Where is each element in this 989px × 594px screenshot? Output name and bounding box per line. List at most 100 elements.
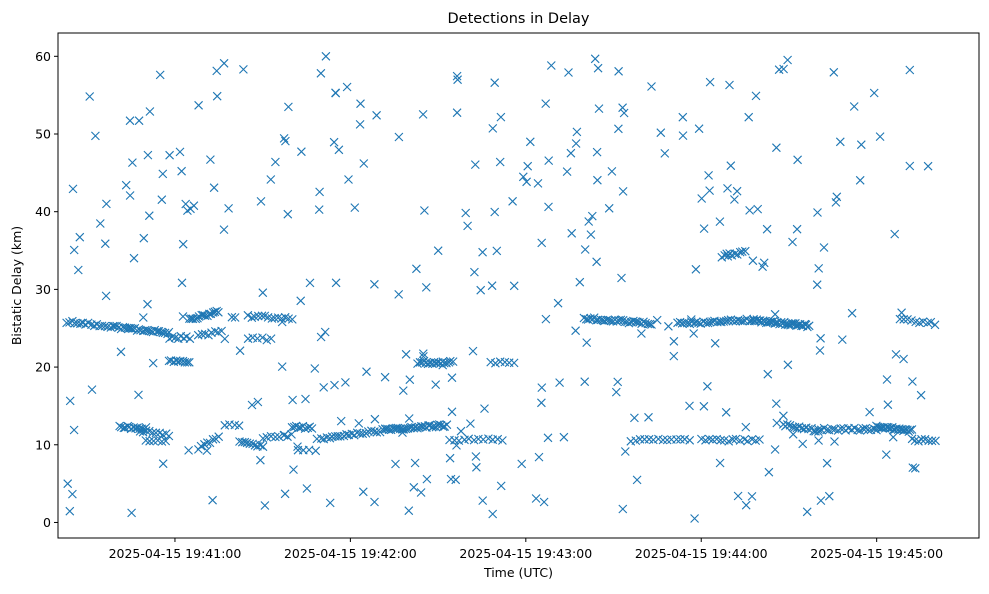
data-point [442, 420, 452, 430]
data-point [431, 380, 441, 389]
y-tick-label: 30 [35, 282, 51, 297]
data-point [448, 357, 458, 366]
data-point [69, 425, 79, 435]
data-point [433, 246, 443, 256]
data-point [134, 390, 143, 400]
data-point [145, 436, 154, 446]
data-point [208, 434, 218, 444]
data-point [715, 458, 725, 468]
data-point [652, 315, 662, 325]
data-point [616, 315, 626, 325]
data-point [770, 445, 780, 454]
data-point [127, 508, 136, 518]
data-point [100, 321, 110, 331]
data-point [891, 350, 901, 359]
x-axis-label: Time (UTC) [483, 565, 553, 580]
data-point [908, 463, 918, 472]
data-point [453, 75, 462, 85]
data-point [604, 203, 614, 213]
data-point [270, 313, 280, 323]
data-point [875, 132, 885, 141]
data-point [664, 321, 673, 331]
data-point [158, 459, 168, 469]
data-point [312, 434, 322, 444]
data-point [830, 437, 839, 446]
data-point [908, 377, 917, 386]
data-point [219, 225, 229, 234]
data-point [214, 307, 223, 317]
data-point [194, 100, 203, 110]
data-point [495, 157, 505, 167]
data-point [256, 197, 266, 206]
data-point [580, 377, 590, 387]
data-point [722, 249, 732, 259]
data-point [283, 209, 293, 219]
data-point [161, 436, 171, 446]
data-point [279, 134, 289, 143]
data-point [331, 88, 340, 98]
data-point [788, 429, 798, 439]
data-point [220, 334, 230, 344]
data-point [814, 425, 823, 434]
data-point [639, 317, 648, 327]
data-point [271, 432, 280, 442]
data-point [380, 372, 390, 382]
data-point [888, 432, 898, 442]
data-point [319, 383, 329, 392]
data-point [359, 159, 369, 168]
data-point [277, 317, 287, 327]
data-points [62, 51, 940, 523]
data-point [539, 497, 549, 507]
data-point [624, 318, 634, 328]
data-point [68, 184, 78, 194]
axes-frame [57, 32, 980, 539]
data-point [182, 357, 192, 367]
data-point [247, 400, 257, 410]
data-point [488, 124, 498, 133]
data-point [370, 279, 379, 289]
data-point [329, 137, 339, 147]
data-point [347, 429, 357, 439]
data-point [837, 335, 847, 344]
data-point [660, 149, 670, 158]
data-point [128, 158, 137, 167]
data-point [541, 314, 551, 324]
data-point [533, 179, 543, 188]
y-axis-label: Bistatic Delay (km) [9, 226, 24, 345]
data-point [289, 465, 298, 474]
data-point [344, 175, 353, 184]
data-point [250, 312, 260, 322]
data-point [584, 217, 594, 226]
data-point [697, 194, 707, 203]
data-point [828, 424, 837, 434]
data-point [394, 290, 404, 299]
data-point [284, 102, 293, 112]
data-point [630, 413, 639, 423]
data-point [370, 497, 379, 507]
data-point [580, 245, 590, 254]
data-point [730, 195, 739, 204]
data-point [476, 285, 486, 295]
data-point [744, 112, 754, 122]
data-point [772, 143, 781, 153]
data-point [525, 137, 535, 147]
data-point [853, 425, 862, 435]
data-point [614, 124, 623, 134]
data-point [743, 436, 752, 446]
data-point [470, 160, 480, 169]
data-point [277, 362, 287, 371]
data-point [230, 313, 240, 322]
data-point [157, 437, 167, 446]
data-point [856, 140, 866, 150]
data-point [445, 356, 455, 366]
data-point [145, 107, 155, 116]
data-point [748, 256, 758, 266]
data-point [68, 489, 77, 499]
data-point [316, 68, 326, 78]
data-point [178, 312, 188, 321]
data-point [656, 128, 666, 138]
data-point [546, 61, 556, 70]
data-point [732, 186, 742, 196]
data-point [703, 381, 712, 391]
